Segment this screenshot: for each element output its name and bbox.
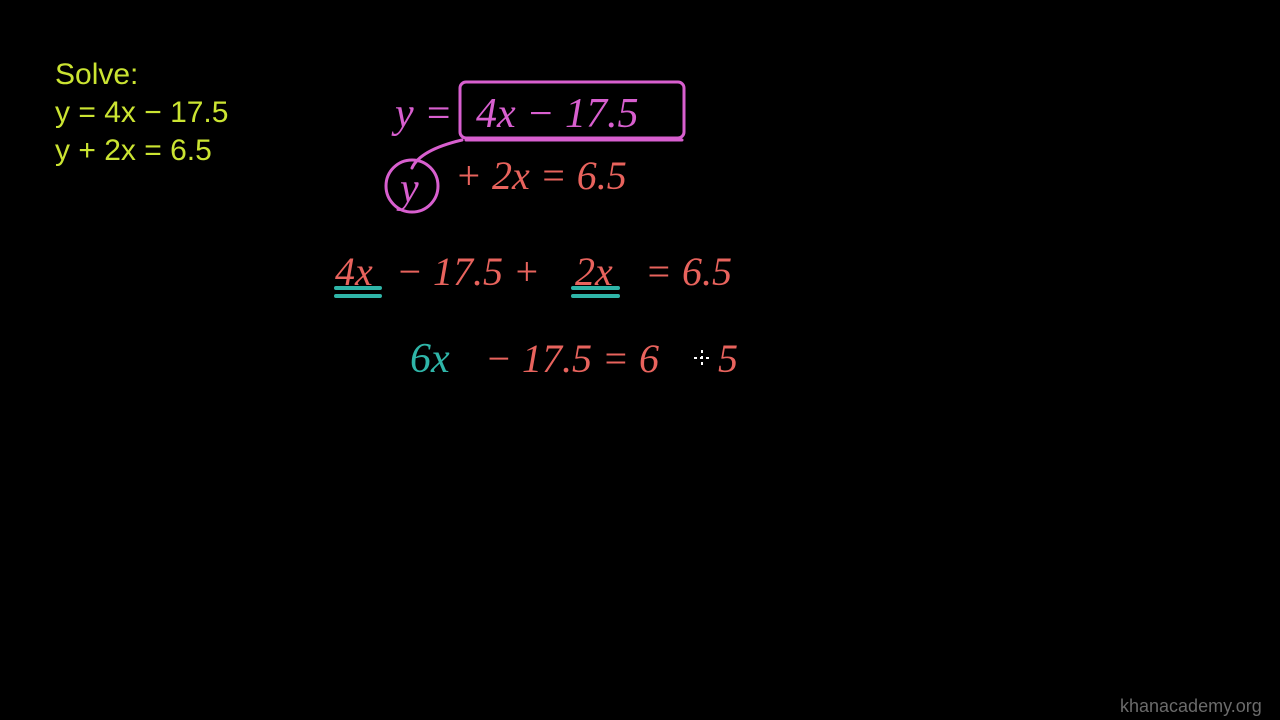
hw-line3-4x: 4x <box>335 248 373 295</box>
hw-line1-left: y = <box>395 90 452 138</box>
hw-line3-2x: 2x <box>575 248 613 295</box>
cursor-crosshair-icon <box>694 350 710 366</box>
problem-eq1: y = 4x − 17.5 <box>55 96 228 130</box>
hw-line3-rhs: = 6.5 <box>645 248 732 295</box>
hw-line4-6x: 6x <box>410 335 450 383</box>
problem-eq2: y + 2x = 6.5 <box>55 134 212 168</box>
hw-line2-y: y <box>400 165 419 213</box>
blackboard-canvas: Solve: y = 4x − 17.5 y + 2x = 6.5 y = 4x… <box>0 0 1280 720</box>
hw-line4-5: 5 <box>718 335 738 382</box>
hw-line2-rest: + 2x = 6.5 <box>455 152 627 199</box>
hw-line4-mid: − 17.5 = 6 <box>485 335 659 382</box>
watermark: khanacademy.org <box>1120 696 1262 717</box>
hw-line1-right: 4x − 17.5 <box>476 90 638 138</box>
hw-line3-mid: − 17.5 + <box>396 248 540 295</box>
problem-title: Solve: <box>55 58 138 92</box>
